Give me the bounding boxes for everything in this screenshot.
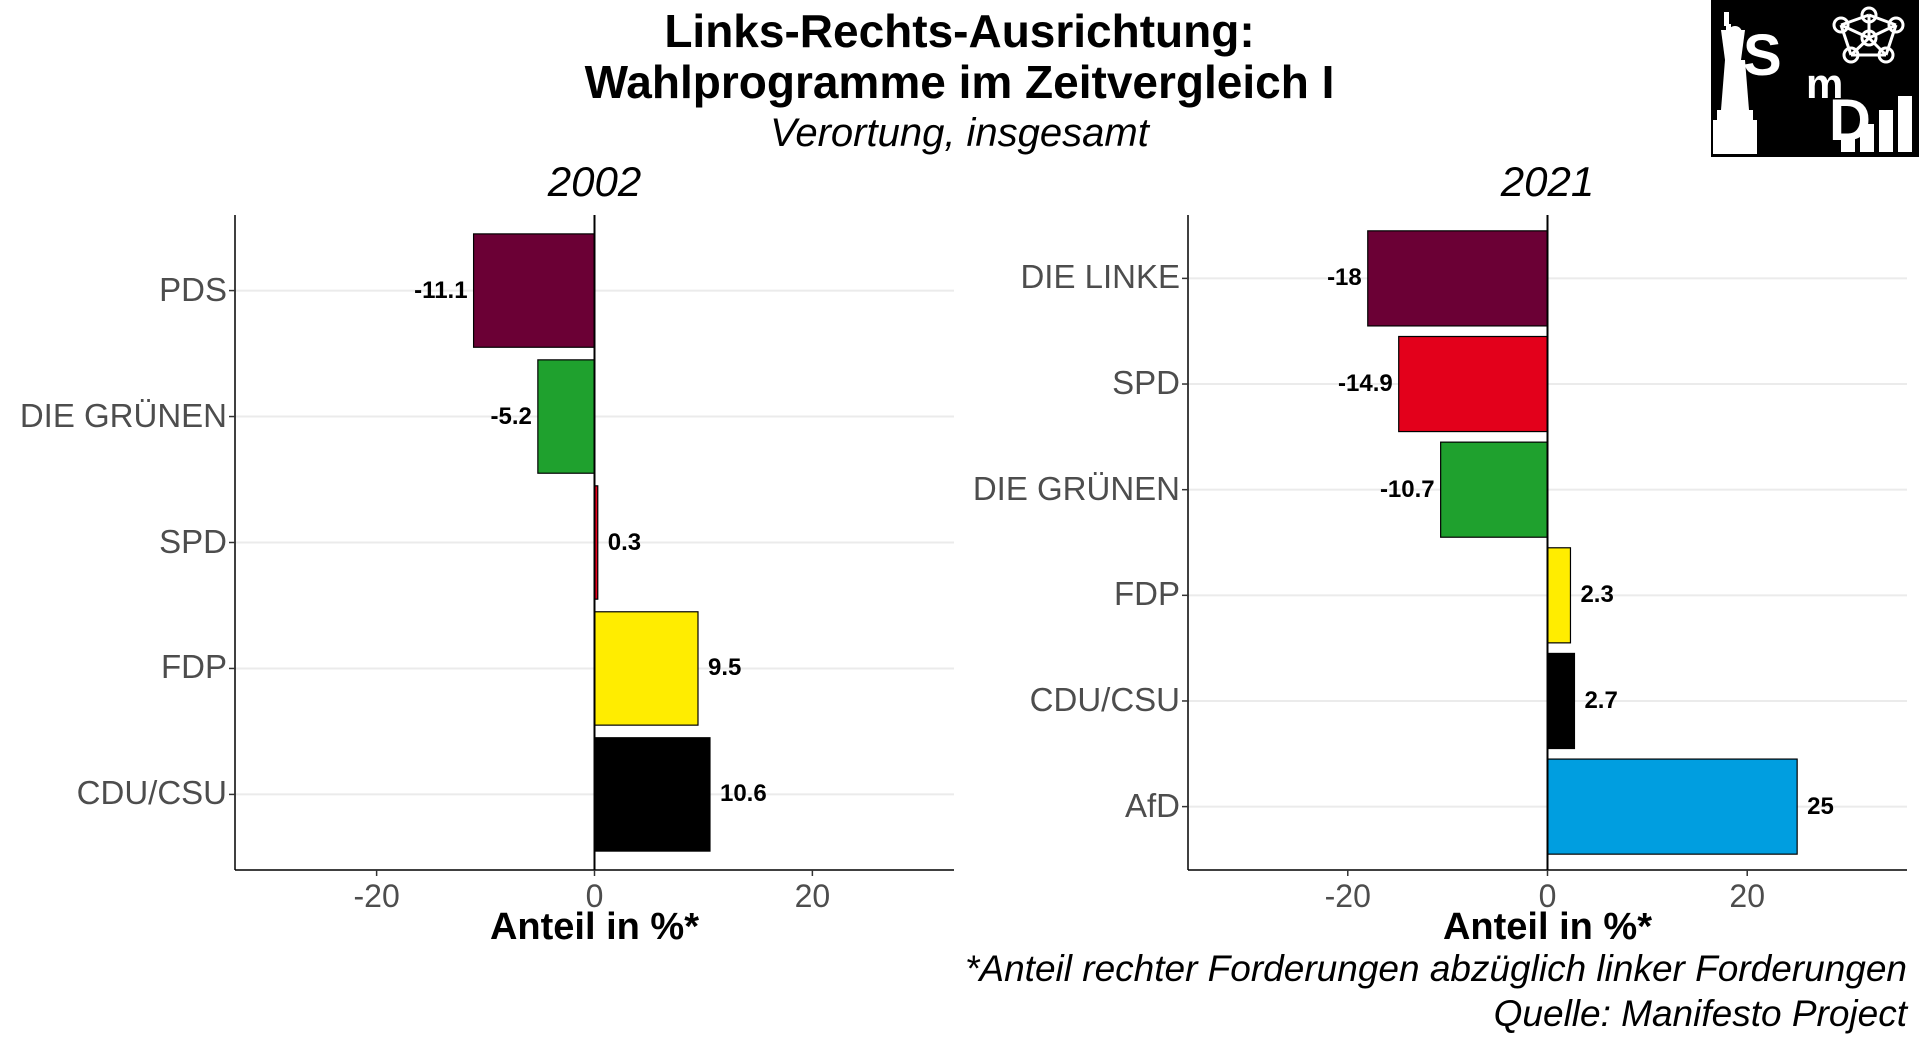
y-tick-label: CDU/CSU xyxy=(1029,680,1180,718)
value-label: 0.3 xyxy=(607,528,642,556)
x-axis-title: Anteil in %* xyxy=(1442,906,1653,948)
y-tick-label: DIE GRÜNEN xyxy=(19,396,227,434)
bar-afd xyxy=(1546,758,1798,855)
logo-letter-m: m xyxy=(1806,60,1843,107)
y-tick-label: AfD xyxy=(1124,786,1180,824)
x-tick-label: 0 xyxy=(585,878,604,914)
value-label: -11.1 xyxy=(414,276,468,304)
bar-die-grünen xyxy=(1440,441,1549,538)
value-label: 10.6 xyxy=(719,780,767,808)
value-label: 9.5 xyxy=(707,654,742,682)
y-tick-label: SPD xyxy=(159,522,227,560)
value-label: 2.7 xyxy=(1584,686,1618,714)
panel-title: 2021 xyxy=(1500,158,1595,205)
bar-fdp xyxy=(593,611,699,726)
value-label: -5.2 xyxy=(490,402,532,430)
y-tick-label: FDP xyxy=(161,648,227,686)
y-tick-label: FDP xyxy=(1114,575,1180,613)
bar-cdu-csu xyxy=(593,737,711,852)
bar-spd xyxy=(1398,335,1549,433)
logo-letter-s: S xyxy=(1743,23,1782,88)
x-tick-label: 0 xyxy=(1538,878,1557,914)
x-tick-label: 20 xyxy=(794,878,831,914)
footnote-block: *Anteil rechter Forderungen abzüglich li… xyxy=(965,946,1907,1036)
chart-title-block: Links-Rechts-Ausrichtung: Wahlprogramme … xyxy=(0,6,1919,158)
bar-die-grünen xyxy=(537,359,596,474)
chart-title-line2: Wahlprogramme im Zeitvergleich I xyxy=(584,56,1335,108)
x-tick-label: 20 xyxy=(1729,878,1766,914)
x-axis-title: Anteil in %* xyxy=(489,906,700,948)
y-tick-label: DIE LINKE xyxy=(1020,258,1180,296)
y-tick-label: DIE GRÜNEN xyxy=(972,469,1180,507)
statue-of-liberty-icon xyxy=(1713,12,1757,154)
footnote: *Anteil rechter Forderungen abzüglich li… xyxy=(965,948,1907,989)
value-label: -14.9 xyxy=(1338,370,1393,398)
x-tick-label: -20 xyxy=(353,878,400,914)
y-tick-label: SPD xyxy=(1112,364,1180,402)
smd-logo: S m D xyxy=(1711,0,1919,157)
x-tick-label: -20 xyxy=(1324,878,1371,914)
bar-cdu-csu xyxy=(1546,652,1576,750)
chart-subtitle: Verortung, insgesamt xyxy=(770,111,1149,155)
bar-chart-icon xyxy=(1841,96,1912,152)
bar-fdp xyxy=(1546,547,1572,644)
panel-title: 2002 xyxy=(547,158,642,205)
value-label: 2.3 xyxy=(1580,581,1614,609)
y-tick-label: PDS xyxy=(159,270,227,308)
network-icon xyxy=(1832,6,1905,64)
value-label: -18 xyxy=(1327,264,1362,292)
y-tick-label: CDU/CSU xyxy=(76,774,227,812)
value-label: -10.7 xyxy=(1379,475,1435,503)
chart-title: Links-Rechts-Ausrichtung: xyxy=(664,5,1255,57)
bar-die-linke xyxy=(1367,230,1549,327)
source-note: Quelle: Manifesto Project xyxy=(1493,993,1907,1034)
bar-pds xyxy=(472,233,596,348)
value-label: 25 xyxy=(1807,792,1834,820)
